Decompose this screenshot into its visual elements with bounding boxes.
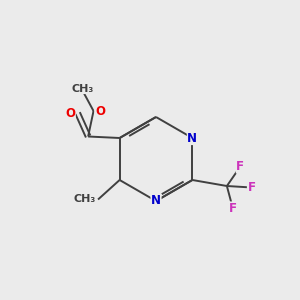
Text: N: N (151, 194, 161, 208)
Text: N: N (188, 131, 197, 145)
Text: CH₃: CH₃ (74, 194, 96, 205)
Text: O: O (95, 104, 105, 118)
Text: O: O (65, 106, 75, 120)
Text: F: F (248, 181, 256, 194)
Text: F: F (236, 160, 244, 173)
Text: F: F (229, 202, 237, 215)
Text: CH₃: CH₃ (72, 83, 94, 94)
